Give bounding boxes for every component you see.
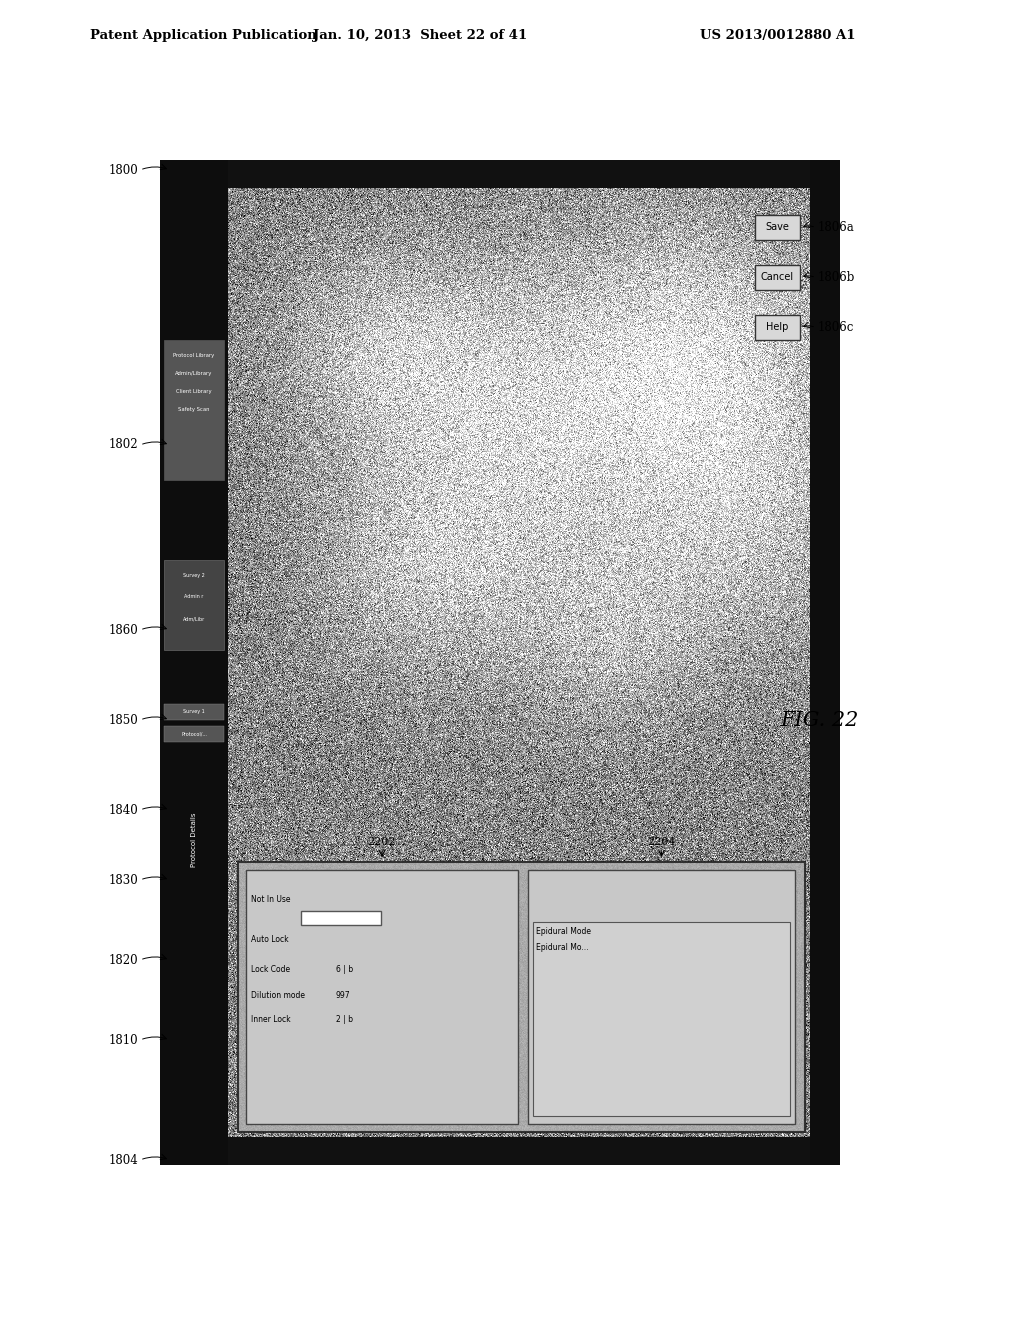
Text: 1850: 1850	[109, 714, 138, 726]
Text: Inner Lock: Inner Lock	[251, 1015, 291, 1024]
Text: Epidural Mo...: Epidural Mo...	[536, 942, 589, 952]
Text: 1806c: 1806c	[818, 321, 854, 334]
Bar	[755, 215, 800, 240]
Text: Save: Save	[766, 223, 790, 232]
Text: 1830: 1830	[109, 874, 138, 887]
Text: 1800: 1800	[109, 164, 138, 177]
Bar	[810, 160, 840, 1166]
Text: Survey 2: Survey 2	[183, 573, 205, 578]
Bar	[755, 315, 800, 341]
Text: 2204: 2204	[647, 837, 676, 847]
Bar	[228, 1137, 810, 1166]
Bar	[164, 341, 224, 480]
Text: Admin/Library: Admin/Library	[175, 371, 213, 375]
Text: 1820: 1820	[109, 953, 138, 966]
Bar	[164, 704, 224, 719]
Bar	[228, 160, 810, 187]
Bar	[528, 870, 795, 1125]
Bar	[755, 265, 800, 290]
Text: 1860: 1860	[109, 623, 138, 636]
Bar	[160, 160, 840, 1166]
Text: 1840: 1840	[109, 804, 138, 817]
Text: Help: Help	[766, 322, 788, 333]
Text: Auto Lock: Auto Lock	[251, 936, 289, 945]
Text: Not In Use: Not In Use	[251, 895, 291, 904]
Bar	[246, 870, 518, 1125]
Text: 1806a: 1806a	[818, 220, 855, 234]
Text: Safety Scan: Safety Scan	[178, 407, 210, 412]
Bar	[164, 560, 224, 649]
Text: Epidural Mode: Epidural Mode	[536, 927, 591, 936]
Text: Protocol/...: Protocol/...	[181, 731, 207, 737]
Bar	[238, 862, 805, 1133]
Text: 1806b: 1806b	[818, 271, 855, 284]
Text: 1810: 1810	[109, 1034, 138, 1047]
Bar	[164, 726, 224, 742]
Text: Survey 1: Survey 1	[183, 710, 205, 714]
Text: Client Library: Client Library	[176, 388, 212, 393]
Text: 1802: 1802	[109, 438, 138, 451]
Text: Adm/Libr: Adm/Libr	[183, 616, 205, 622]
Text: Jan. 10, 2013  Sheet 22 of 41: Jan. 10, 2013 Sheet 22 of 41	[313, 29, 527, 41]
Text: 2 | b: 2 | b	[336, 1015, 353, 1024]
Text: Patent Application Publication: Patent Application Publication	[90, 29, 316, 41]
Text: 6 | b: 6 | b	[336, 965, 353, 974]
Text: Dilution mode: Dilution mode	[251, 990, 305, 999]
Text: Protocol Details: Protocol Details	[191, 813, 197, 867]
Text: Admin r: Admin r	[184, 594, 204, 599]
Text: 2202: 2202	[368, 837, 396, 847]
Text: Lock Code: Lock Code	[251, 965, 290, 974]
Text: US 2013/0012880 A1: US 2013/0012880 A1	[700, 29, 855, 41]
Text: FIG. 22: FIG. 22	[781, 710, 859, 730]
Text: Cancel: Cancel	[761, 272, 794, 282]
Bar	[301, 911, 381, 925]
Bar	[160, 160, 228, 1166]
Text: 1804: 1804	[109, 1154, 138, 1167]
Text: Protocol Library: Protocol Library	[173, 352, 215, 358]
Text: 997: 997	[336, 990, 350, 999]
Bar	[534, 921, 790, 1115]
